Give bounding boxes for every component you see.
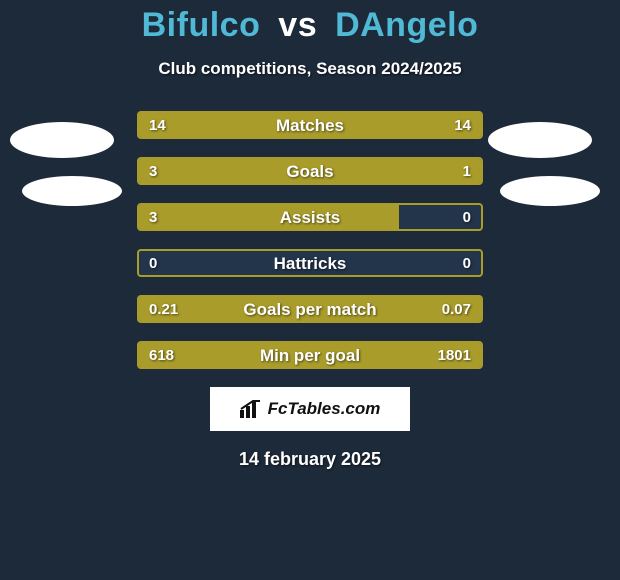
brand-icon bbox=[240, 400, 262, 418]
card-title: Bifulco vs DAngelo bbox=[0, 0, 620, 45]
title-player1: Bifulco bbox=[142, 6, 261, 44]
title-vs: vs bbox=[278, 6, 317, 44]
stat-label: Matches bbox=[139, 113, 481, 139]
comparison-card: Bifulco vs DAngelo Club competitions, Se… bbox=[0, 0, 620, 580]
player1-photo-top bbox=[10, 122, 114, 158]
stat-row: Goals3 1 bbox=[137, 157, 483, 185]
brand-text: FcTables.com bbox=[268, 399, 381, 419]
stat-value-left: 14 bbox=[139, 113, 176, 139]
stat-value-right: 1801 bbox=[428, 343, 481, 369]
stat-label: Hattricks bbox=[139, 251, 481, 277]
stat-value-right: 0 bbox=[453, 251, 481, 277]
brand-badge: FcTables.com bbox=[210, 387, 410, 431]
stat-row: Assists3 0 bbox=[137, 203, 483, 231]
stat-value-left: 3 bbox=[139, 205, 167, 231]
card-subtitle: Club competitions, Season 2024/2025 bbox=[0, 59, 620, 79]
player2-photo-bottom bbox=[500, 176, 600, 206]
stat-row: Hattricks0 0 bbox=[137, 249, 483, 277]
stat-value-right: 0.07 bbox=[432, 297, 481, 323]
stat-value-right: 1 bbox=[453, 159, 481, 185]
stat-label: Assists bbox=[139, 205, 481, 231]
player1-photo-bottom bbox=[22, 176, 122, 206]
stat-label: Goals bbox=[139, 159, 481, 185]
stat-row: Matches14 14 bbox=[137, 111, 483, 139]
stat-value-left: 618 bbox=[139, 343, 184, 369]
stat-label: Goals per match bbox=[139, 297, 481, 323]
stat-row: Min per goal6181801 bbox=[137, 341, 483, 369]
stat-value-left: 0.21 bbox=[139, 297, 188, 323]
stat-value-right: 14 bbox=[444, 113, 481, 139]
player2-photo-top bbox=[488, 122, 592, 158]
stat-value-left: 0 bbox=[139, 251, 167, 277]
stat-value-right: 0 bbox=[453, 205, 481, 231]
stat-row: Goals per match0.21 0.07 bbox=[137, 295, 483, 323]
stat-value-left: 3 bbox=[139, 159, 167, 185]
title-player2: DAngelo bbox=[335, 6, 478, 44]
stat-rows: Matches1414Goals31Assists30Hattricks00Go… bbox=[137, 111, 483, 369]
card-date: 14 february 2025 bbox=[0, 449, 620, 470]
